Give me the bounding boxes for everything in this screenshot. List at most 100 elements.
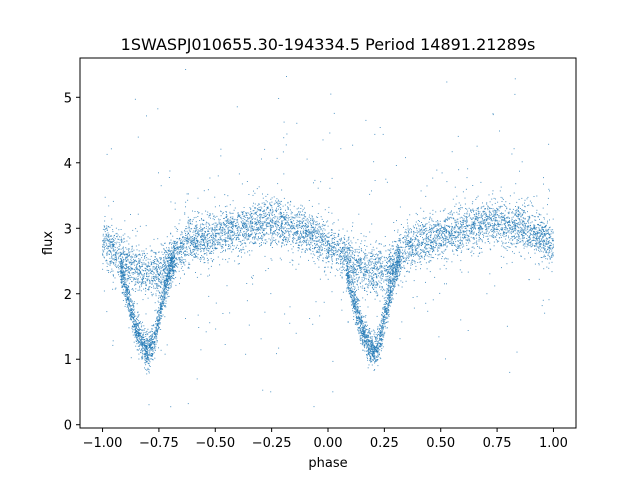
- scatter-point: [476, 217, 478, 219]
- scatter-point: [379, 281, 381, 283]
- scatter-point: [163, 261, 165, 263]
- scatter-point: [419, 241, 421, 243]
- scatter-point: [217, 229, 219, 231]
- scatter-point: [342, 265, 344, 267]
- scatter-point: [374, 291, 376, 292]
- scatter-point: [525, 226, 526, 228]
- scatter-point: [404, 261, 406, 263]
- scatter-point: [253, 243, 255, 245]
- scatter-point: [509, 239, 511, 241]
- scatter-point: [343, 237, 345, 239]
- scatter-point: [359, 259, 361, 261]
- scatter-point: [180, 259, 182, 261]
- scatter-point: [193, 234, 195, 236]
- scatter-point: [258, 236, 259, 238]
- scatter-point: [435, 221, 437, 223]
- scatter-point: [371, 272, 373, 274]
- scatter-point: [223, 240, 225, 242]
- scatter-point: [315, 224, 317, 225]
- scatter-point: [501, 240, 503, 242]
- scatter-point: [160, 267, 162, 269]
- scatter-point: [276, 198, 278, 200]
- scatter-point: [242, 224, 244, 226]
- scatter-point: [434, 225, 436, 227]
- scatter-point: [379, 268, 381, 270]
- scatter-point: [190, 241, 192, 243]
- scatter-point: [180, 258, 181, 260]
- scatter-point: [193, 243, 194, 245]
- scatter-point: [198, 230, 200, 232]
- scatter-point: [396, 249, 398, 251]
- scatter-point: [310, 236, 312, 238]
- scatter-point: [238, 238, 240, 240]
- scatter-point: [220, 238, 222, 240]
- scatter-point: [204, 235, 206, 237]
- scatter-point: [452, 217, 454, 219]
- scatter-point: [446, 230, 448, 232]
- scatter-point: [363, 287, 365, 289]
- scatter-point: [470, 229, 472, 231]
- scatter-point: [337, 263, 339, 265]
- scatter-point: [429, 271, 431, 273]
- scatter-point: [121, 269, 123, 271]
- scatter-point: [160, 286, 162, 288]
- scatter-point: [413, 233, 415, 235]
- scatter-point: [331, 248, 333, 250]
- scatter-point: [307, 219, 309, 221]
- scatter-point: [306, 249, 308, 251]
- scatter-point: [528, 204, 530, 206]
- scatter-point: [520, 241, 522, 243]
- scatter-point: [466, 208, 468, 210]
- scatter-point: [533, 196, 535, 197]
- scatter-point: [407, 227, 409, 229]
- scatter-point: [366, 278, 368, 280]
- scatter-point: [457, 237, 459, 238]
- scatter-point: [267, 207, 269, 209]
- scatter-point: [461, 225, 463, 227]
- scatter-point: [136, 265, 138, 267]
- scatter-point: [238, 248, 240, 249]
- scatter-point: [112, 246, 114, 248]
- scatter-point: [394, 250, 396, 252]
- scatter-point: [156, 283, 158, 285]
- scatter-point: [351, 242, 353, 244]
- scatter-point: [210, 265, 212, 267]
- scatter-point: [167, 267, 169, 269]
- scatter-point: [479, 223, 481, 225]
- scatter-point: [355, 274, 357, 276]
- scatter-point: [429, 250, 431, 252]
- scatter-point: [520, 255, 522, 257]
- scatter-point: [386, 258, 388, 260]
- scatter-point: [352, 247, 354, 249]
- scatter-point: [278, 225, 280, 226]
- scatter-point: [283, 236, 285, 238]
- scatter-point: [461, 246, 463, 248]
- scatter-point: [102, 233, 104, 235]
- scatter-point: [494, 223, 496, 225]
- scatter-point: [399, 238, 401, 240]
- scatter-point: [538, 213, 540, 215]
- scatter-point: [232, 225, 234, 227]
- scatter-point: [275, 239, 277, 241]
- scatter-point: [376, 247, 378, 249]
- scatter-point: [498, 225, 500, 227]
- scatter-point: [102, 244, 104, 246]
- scatter-point: [428, 251, 429, 253]
- scatter-point: [539, 214, 540, 216]
- scatter-point: [186, 254, 188, 256]
- scatter-point: [218, 222, 220, 224]
- scatter-point: [297, 238, 299, 240]
- scatter-point: [118, 242, 120, 244]
- scatter-point: [369, 268, 371, 270]
- scatter-point: [107, 232, 109, 234]
- scatter-point: [244, 234, 246, 236]
- scatter-point: [285, 214, 287, 216]
- scatter-point: [292, 242, 294, 244]
- scatter-point: [367, 266, 369, 268]
- scatter-point: [400, 266, 402, 268]
- scatter-point: [111, 257, 113, 259]
- scatter-point: [155, 293, 157, 295]
- scatter-point: [120, 258, 122, 259]
- scatter-point: [113, 259, 115, 261]
- scatter-point: [201, 234, 203, 236]
